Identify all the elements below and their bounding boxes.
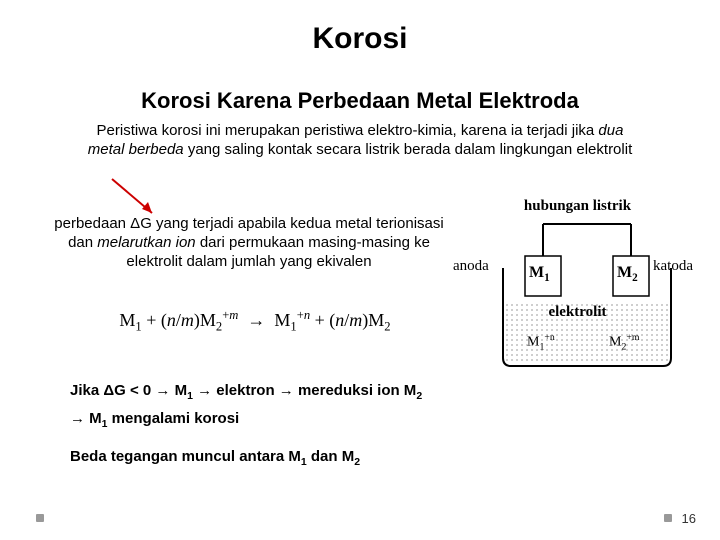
diagram-svg <box>455 198 700 373</box>
paragraph-2-italic: melarutkan ion <box>97 234 195 251</box>
equation: M1 + (n/m)M2+m → M1+n + (n/m)M2 <box>90 308 420 335</box>
label-katoda: katoda <box>653 258 693 275</box>
line-korosi: → M1 mengalami korosi <box>70 410 239 430</box>
label-m2: M2 <box>617 264 638 284</box>
paragraph-1-prefix: Peristiwa korosi ini merupakan peristiwa… <box>97 122 599 139</box>
label-elektrolit: elektrolit <box>455 304 700 321</box>
cell-diagram: hubungan listrik anoda katoda <box>455 198 700 373</box>
label-ion-2: M2+m <box>609 332 640 352</box>
page-title: Korosi <box>0 22 720 56</box>
page-number: 16 <box>682 511 696 526</box>
line-beda: Beda tegangan muncul antara M1 dan M2 <box>70 448 360 468</box>
slide: Korosi Korosi Karena Perbedaan Metal Ele… <box>0 0 720 540</box>
paragraph-1-suffix: yang saling kontak secara listrik berada… <box>184 141 633 158</box>
footer-dot-left-icon <box>36 514 44 522</box>
label-m1: M1 <box>529 264 550 284</box>
label-ion-1: M1+n <box>527 332 555 352</box>
paragraph-1: Peristiwa korosi ini merupakan peristiwa… <box>80 122 640 160</box>
label-anoda: anoda <box>453 258 489 275</box>
footer-dot-right-icon <box>664 514 672 522</box>
paragraph-2: perbedaan ΔG yang terjadi apabila kedua … <box>54 215 444 271</box>
line-jika: Jika ΔG < 0 → M1 → elektron → mereduksi … <box>70 382 422 402</box>
subtitle: Korosi Karena Perbedaan Metal Elektroda <box>0 88 720 114</box>
